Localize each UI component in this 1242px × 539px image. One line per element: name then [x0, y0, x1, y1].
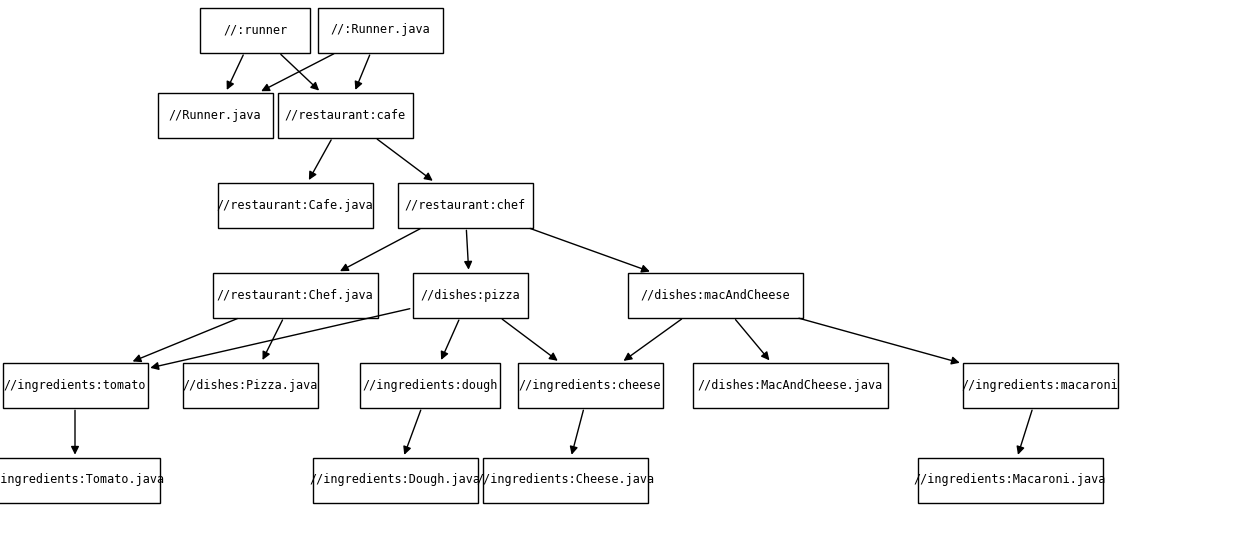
- FancyBboxPatch shape: [183, 363, 318, 407]
- Text: //ingredients:Tomato.java: //ingredients:Tomato.java: [0, 473, 164, 487]
- Text: //restaurant:cafe: //restaurant:cafe: [284, 108, 406, 121]
- Text: //dishes:macAndCheese: //dishes:macAndCheese: [640, 288, 790, 301]
- FancyBboxPatch shape: [963, 363, 1118, 407]
- FancyBboxPatch shape: [360, 363, 501, 407]
- FancyBboxPatch shape: [918, 458, 1103, 502]
- Text: //ingredients:Cheese.java: //ingredients:Cheese.java: [476, 473, 655, 487]
- Text: //dishes:pizza: //dishes:pizza: [420, 288, 520, 301]
- Text: //dishes:MacAndCheese.java: //dishes:MacAndCheese.java: [697, 378, 883, 391]
- FancyBboxPatch shape: [482, 458, 647, 502]
- Text: //ingredients:macaroni: //ingredients:macaroni: [961, 378, 1118, 391]
- FancyBboxPatch shape: [158, 93, 272, 137]
- Text: //ingredients:Macaroni.java: //ingredients:Macaroni.java: [914, 473, 1107, 487]
- Text: //ingredients:tomato: //ingredients:tomato: [4, 378, 147, 391]
- FancyBboxPatch shape: [518, 363, 662, 407]
- Text: //ingredients:dough: //ingredients:dough: [363, 378, 498, 391]
- Text: //:runner: //:runner: [222, 24, 287, 37]
- Text: //restaurant:Chef.java: //restaurant:Chef.java: [216, 288, 374, 301]
- FancyBboxPatch shape: [200, 8, 310, 52]
- FancyBboxPatch shape: [313, 458, 477, 502]
- Text: //restaurant:chef: //restaurant:chef: [405, 198, 525, 211]
- FancyBboxPatch shape: [217, 183, 373, 227]
- FancyBboxPatch shape: [277, 93, 412, 137]
- Text: //ingredients:Dough.java: //ingredients:Dough.java: [309, 473, 481, 487]
- Text: //:Runner.java: //:Runner.java: [330, 24, 430, 37]
- FancyBboxPatch shape: [693, 363, 888, 407]
- FancyBboxPatch shape: [627, 273, 802, 317]
- Text: //restaurant:Cafe.java: //restaurant:Cafe.java: [216, 198, 374, 211]
- Text: //ingredients:cheese: //ingredients:cheese: [519, 378, 661, 391]
- FancyBboxPatch shape: [318, 8, 442, 52]
- FancyBboxPatch shape: [412, 273, 528, 317]
- FancyBboxPatch shape: [397, 183, 533, 227]
- Text: //dishes:Pizza.java: //dishes:Pizza.java: [183, 378, 318, 391]
- Text: //Runner.java: //Runner.java: [169, 108, 261, 121]
- FancyBboxPatch shape: [0, 458, 160, 502]
- FancyBboxPatch shape: [2, 363, 148, 407]
- FancyBboxPatch shape: [212, 273, 378, 317]
